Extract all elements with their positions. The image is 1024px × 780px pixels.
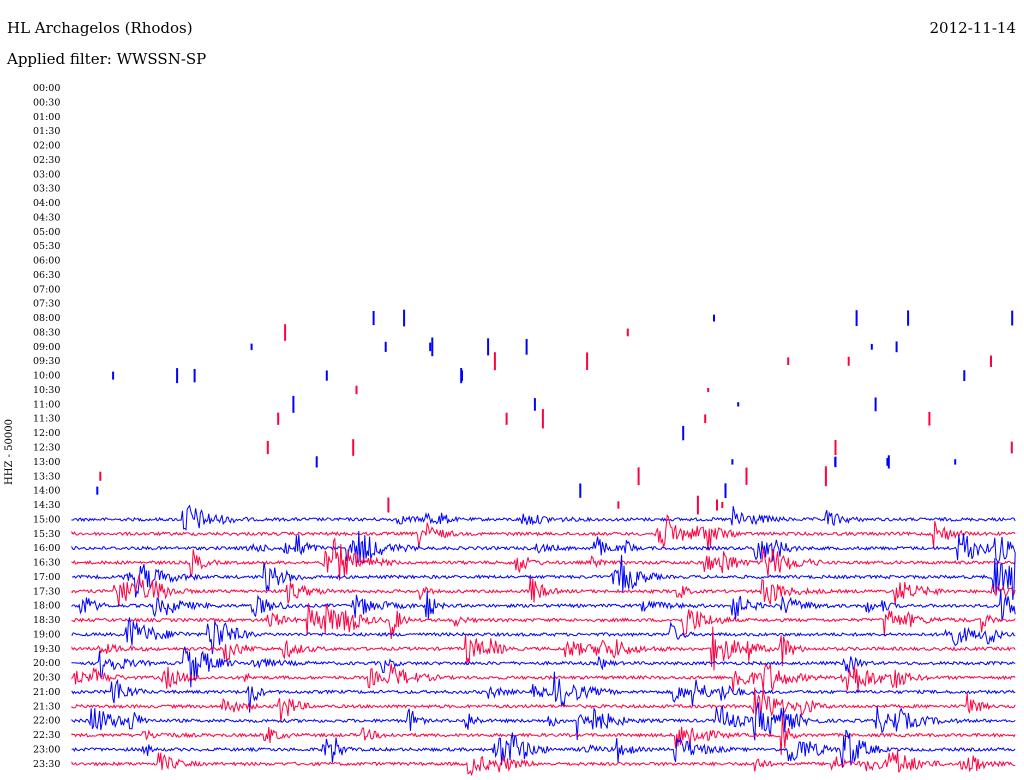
trace-line: [71, 646, 1016, 688]
row-time-label: 00:30: [33, 97, 60, 108]
row-time-label: 01:00: [33, 112, 60, 123]
row-time-label: 06:00: [33, 256, 60, 267]
row-time-label: 17:00: [33, 572, 60, 583]
trace-line: [71, 574, 1016, 608]
row-time-label: 10:00: [33, 371, 60, 382]
row-time-label: 06:30: [33, 270, 60, 281]
row-time-label: 14:30: [33, 500, 60, 511]
record-date: 2012-11-14: [929, 19, 1016, 37]
row-time-label: 07:00: [33, 284, 60, 295]
trace-line: [71, 714, 1016, 756]
trace-line: [71, 671, 1016, 713]
trace-line: [71, 702, 1016, 741]
row-time-label: 23:00: [33, 744, 60, 755]
row-time-label: 21:30: [33, 701, 60, 712]
trace-line: [71, 626, 1016, 671]
trace-line: [71, 537, 1016, 581]
row-time-label: 04:30: [33, 212, 60, 223]
row-time-label: 13:30: [33, 471, 60, 482]
row-time-label: 20:00: [33, 658, 60, 669]
row-time-label: 00:00: [33, 83, 60, 94]
row-time-label: 02:30: [33, 155, 60, 166]
trace-line: [71, 603, 1016, 639]
station-title: HL Archagelos (Rhodos): [7, 19, 193, 37]
row-time-label: 19:00: [33, 629, 60, 640]
row-time-label: 02:00: [33, 141, 60, 152]
trace-line: [71, 530, 1016, 564]
row-time-label: 18:30: [33, 615, 60, 626]
trace-line: [71, 504, 1016, 531]
row-time-label: 09:00: [33, 342, 60, 353]
row-time-label: 23:30: [33, 759, 60, 770]
row-time-label: 16:00: [33, 543, 60, 554]
row-time-label: 17:30: [33, 586, 60, 597]
row-time-label: 05:00: [33, 227, 60, 238]
row-time-label: 22:30: [33, 730, 60, 741]
trace-line: [71, 687, 1016, 723]
row-time-label: 21:00: [33, 687, 60, 698]
row-time-label: 03:30: [33, 184, 60, 195]
row-time-label: 05:30: [33, 241, 60, 252]
row-time-label: 14:00: [33, 486, 60, 497]
row-time-label: 15:30: [33, 529, 60, 540]
row-time-label: 19:30: [33, 644, 60, 655]
trace-line: [71, 663, 1016, 693]
trace-line: [71, 617, 1016, 655]
row-time-label: 01:30: [33, 126, 60, 137]
row-time-label: 11:30: [33, 414, 60, 425]
row-time-label: 11:00: [33, 399, 60, 410]
row-time-label: 03:00: [33, 169, 60, 180]
row-time-label: 08:00: [33, 313, 60, 324]
trace-line: [71, 729, 1016, 768]
row-time-label: 08:30: [33, 327, 60, 338]
trace-line: [71, 513, 1016, 551]
row-time-label: 04:00: [33, 198, 60, 209]
trace-line: [71, 552, 1016, 600]
row-time-label: 12:00: [33, 428, 60, 439]
row-time-label: 22:00: [33, 716, 60, 727]
trace-line: [71, 750, 1016, 777]
row-time-label: 18:00: [33, 601, 60, 612]
row-time-label: 10:30: [33, 385, 60, 396]
row-time-label: 13:00: [33, 457, 60, 468]
row-time-label: 09:30: [33, 356, 60, 367]
row-time-label: 20:30: [33, 673, 60, 684]
filter-label: Applied filter: WWSSN-SP: [7, 50, 207, 68]
row-time-label: 07:30: [33, 299, 60, 310]
trace-line: [71, 589, 1016, 622]
row-time-label: 15:00: [33, 514, 60, 525]
row-time-label: 12:30: [33, 443, 60, 454]
row-time-label: 16:30: [33, 558, 60, 569]
